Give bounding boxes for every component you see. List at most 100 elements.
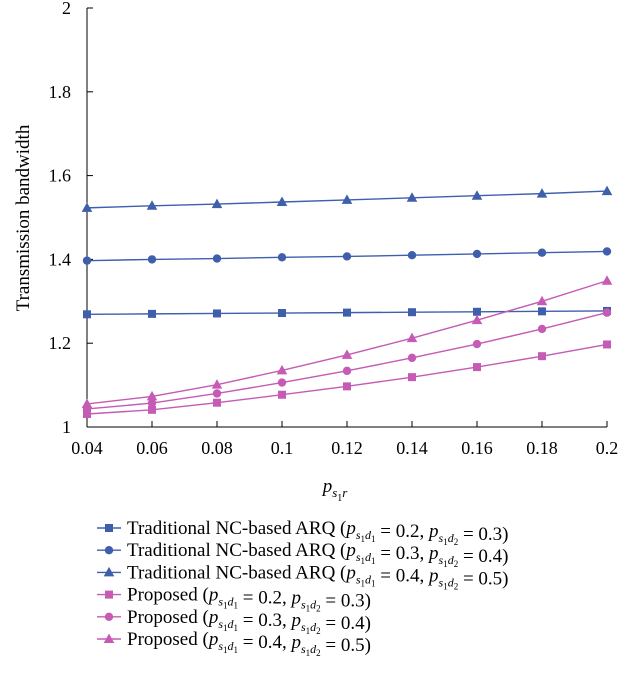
legend-label-part: d [227,617,234,631]
legend-item: Traditional NC-based ARQ (ps1d1 = 0.2, p… [97,518,508,547]
legend-label-part: ( [202,585,208,606]
legend-label-part: p [427,521,439,542]
legend-param-1: = 0.3, [376,543,429,564]
legend-label-part: d [365,550,372,564]
legend-label-part: 1 [306,626,311,636]
legend-label-part: 2 [316,604,321,614]
legend-label: Traditional NC-based ARQ (ps1d1 = 0.2, p… [127,518,508,547]
data-point [472,339,482,349]
series-proposed-triangle [81,275,613,408]
legend-label-part: 1 [223,645,228,655]
legend-label-part: s [356,550,361,564]
x-axis-label-sub-r: r [342,485,348,500]
legend-label-part: p [289,610,301,631]
legend-label: Proposed (ps1d1 = 0.3, ps1d2 = 0.4) [127,607,371,636]
legend-param-2: = 0.5) [458,568,508,589]
legend-label-part: 1 [233,601,238,611]
legend-item: Proposed (ps1d1 = 0.4, ps1d2 = 0.5) [97,629,371,658]
legend-label-part: s [356,572,361,586]
legend-label-part: 2 [316,626,321,636]
y-tick-label: 1.8 [49,82,72,102]
data-point [278,309,286,318]
legend-label-part: d [227,639,234,653]
legend-series-name: Proposed [127,629,202,650]
data-point [342,252,352,261]
legend-label-part: s [301,642,306,656]
legend-label-part: 1 [233,645,238,655]
data-point [536,295,548,306]
data-point [276,364,288,375]
data-point [407,251,417,260]
legend-label-part: d [448,553,455,567]
data-point [471,314,483,325]
axes: 0.04 0.06 0.08 0.1 0.12 0.14 0.16 0.18 0.2 1 1.2 1.… [49,0,619,458]
series-traditional-square [83,306,611,319]
legend-label-part: p [289,632,301,653]
data-point [211,198,223,209]
legend-label-part: d [310,598,317,612]
legend-param-1: = 0.2, [238,588,291,609]
legend-label-part: ( [202,607,208,628]
x-tick-label: 0.18 [526,438,558,458]
legend-item: Proposed (ps1d1 = 0.2, ps1d2 = 0.3) [97,585,371,614]
legend-label-part: 1 [223,601,228,611]
legend-label-part: 1 [371,556,376,566]
x-axis-label: ps1r [321,476,349,504]
legend-label-part: s [439,553,444,567]
legend-series-name: Traditional NC-based ARQ [127,540,340,561]
legend-label-part: 1 [371,534,376,544]
data-point [406,192,418,202]
legend-label-part: 1 [361,534,366,544]
legend-marker [105,590,113,599]
x-tick-label: 0.04 [71,438,103,458]
y-axis-label: Transmission bandwidth [13,124,34,311]
legend-label-part: 1 [443,559,448,569]
data-point [407,353,417,363]
x-axis-label-base: p [321,476,333,497]
data-point [408,308,416,317]
legend-label-part: 1 [443,581,448,591]
data-point [538,352,546,361]
legend-label-part: p [289,588,301,609]
legend-label-part: 1 [306,604,311,614]
legend-param-2: = 0.3) [321,591,371,612]
data-point [343,308,351,317]
series-proposed-circle [82,308,612,414]
legend-label-part: p [427,565,439,586]
legend-marker [103,566,115,577]
legend-label-part: 2 [454,559,459,569]
legend-marker [104,612,114,621]
legend-param-2: = 0.5) [321,635,371,656]
x-axis-label-sub-s: s [332,485,337,500]
legend-item: Traditional NC-based ARQ (ps1d1 = 0.3, p… [97,540,508,569]
data-point [603,340,611,349]
data-point [147,255,157,264]
data-point [473,363,481,372]
data-point [276,196,288,206]
legend-label-part: ( [340,562,346,583]
legend-label-part: 1 [361,556,366,566]
data-point [537,248,547,257]
data-point [471,190,483,200]
legend-label-part: 1 [443,537,448,547]
legend-param-2: = 0.4) [321,613,371,634]
legend-label-part: p [344,562,356,583]
legend-label: Traditional NC-based ARQ (ps1d1 = 0.4, p… [127,562,508,591]
data-point [83,310,91,319]
legend-label-part: ( [340,518,346,539]
data-point [146,200,158,210]
legend-label-part: s [218,595,223,609]
legend-label-part: ( [340,540,346,561]
legend-param-1: = 0.3, [238,610,291,631]
series-layer [81,185,613,419]
data-point [211,379,223,389]
x-tick-label: 0.14 [396,438,428,458]
legend-label-part: d [227,595,234,609]
legend-label-part: s [301,620,306,634]
legend-label-part: s [301,598,306,612]
data-point [212,254,222,263]
legend-label-part: 2 [454,581,459,591]
data-point [212,389,222,398]
legend-series-name: Traditional NC-based ARQ [127,518,340,539]
